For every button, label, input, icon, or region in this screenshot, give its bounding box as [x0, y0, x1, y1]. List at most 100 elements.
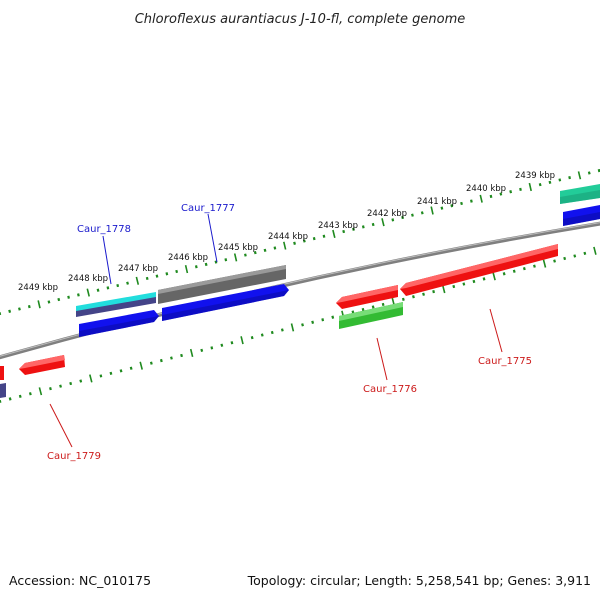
ruler-bottom-minor-tick	[573, 254, 577, 258]
ruler-top-minor-tick	[244, 253, 247, 257]
ruler-bottom-minor-tick	[149, 361, 153, 365]
ruler-top-minor-tick	[450, 204, 454, 208]
ruler-top-minor-tick	[126, 281, 129, 285]
ruler-top-minor-tick	[420, 211, 424, 215]
ruler-top-major-tick	[184, 265, 189, 274]
ruler-top-minor-tick	[106, 286, 110, 290]
ruler-bottom-minor-tick	[109, 371, 113, 375]
ruler-top-major-tick	[528, 182, 532, 192]
ruler-bottom-major-tick	[441, 285, 446, 294]
ruler-bottom-minor-tick	[502, 272, 506, 276]
ruler-top-minor-tick	[460, 201, 463, 206]
ruler-top-minor-tick	[519, 187, 522, 191]
gene-navy-1778[interactable]	[76, 297, 156, 317]
ruler-top-minor-tick	[116, 283, 120, 288]
reverse-genes	[0, 244, 558, 398]
ruler-top-minor-tick	[8, 309, 12, 313]
gene-caur-1776-highlight	[339, 302, 403, 321]
ruler-bottom-major-tick	[139, 361, 143, 370]
ruler-bottom-major-tick	[290, 323, 295, 332]
leader-caur-1776	[376, 337, 388, 381]
ruler-top-minor-tick	[77, 293, 80, 297]
forward-genes	[76, 184, 600, 337]
ruler-top-minor-tick	[401, 215, 404, 220]
ruler-top-minor-tick	[558, 178, 562, 182]
ruler-top-minor-tick	[273, 246, 277, 250]
ruler-top-minor-tick	[352, 227, 355, 231]
ruler-bottom-minor-tick	[553, 259, 556, 263]
ruler-top-major-tick	[577, 171, 582, 180]
ruler-bottom-minor-tick	[260, 333, 264, 337]
ruler-bottom-major-tick	[240, 336, 244, 345]
ruler-bottom-minor-tick	[412, 295, 415, 299]
ruler-top-minor-tick	[440, 206, 444, 210]
gene-red-small-highlight	[336, 285, 398, 303]
gene-blue-1777b-shade	[162, 290, 289, 321]
ruler-bottom-minor-tick	[250, 336, 254, 340]
ruler-bottom-minor-tick	[270, 330, 274, 335]
ruler-top-minor-tick	[47, 300, 51, 304]
ruler-top-minor-tick	[224, 258, 228, 262]
ruler-bottom-minor-tick	[200, 348, 204, 352]
ruler-top-minor-tick	[67, 295, 70, 299]
ruler-top-minor-tick	[214, 260, 218, 264]
ruler-bottom-minor-tick	[311, 320, 315, 324]
ruler-bottom-minor-tick	[119, 369, 123, 373]
ruler-bottom-minor-tick	[361, 307, 365, 312]
ruler-bottom-minor-tick	[159, 358, 163, 363]
gene-red-left-edge[interactable]	[0, 366, 4, 380]
ruler-top-major-tick	[37, 300, 41, 309]
gene-navy-left-edge[interactable]	[0, 383, 6, 398]
ruler-top-major-tick	[233, 253, 238, 262]
ruler-top-minor-tick	[194, 265, 198, 269]
gene-label-caur-1779: Caur_1779	[47, 451, 101, 462]
ruler-bottom-minor-tick	[331, 315, 335, 319]
ruler-top-major-tick	[332, 229, 336, 238]
tick-labels: 2439 kbp 2440 kbp 2441 kbp 2442 kbp 2443…	[18, 171, 555, 293]
ruler-bottom-major-tick	[189, 348, 194, 357]
ruler-top-major-tick	[86, 288, 90, 297]
ruler-top-minor-tick	[470, 199, 473, 203]
genome-backbone-highlight	[0, 222, 600, 357]
ruler-top-major-tick	[479, 194, 483, 203]
ruler-top-minor-tick	[322, 234, 326, 238]
ruler-bottom-minor-tick	[280, 328, 284, 332]
ruler-bottom-minor-tick	[401, 297, 405, 301]
ruler-top-major-tick	[283, 241, 287, 250]
tick-label-2442: 2442 kbp	[367, 209, 407, 219]
ruler-bottom	[0, 246, 597, 403]
ruler-bottom-minor-tick	[59, 384, 62, 388]
ruler-bottom-minor-tick	[230, 341, 234, 345]
ruler-bottom-major-tick	[593, 246, 597, 255]
ruler-bottom-minor-tick	[49, 387, 52, 391]
leader-lines	[49, 213, 503, 448]
tick-label-2443: 2443 kbp	[318, 221, 358, 231]
map-title: Chloroflexus aurantiacus J-10-fl, comple…	[135, 12, 466, 27]
tick-label-2449: 2449 kbp	[18, 283, 58, 293]
gene-label-caur-1775: Caur_1775	[478, 356, 532, 367]
leader-caur-1778	[102, 235, 112, 285]
ruler-top-minor-tick	[263, 248, 267, 252]
ruler-bottom-minor-tick	[432, 290, 435, 294]
ruler-bottom-minor-tick	[99, 374, 103, 378]
ruler-bottom-minor-tick	[129, 366, 133, 370]
leader-caur-1777	[207, 213, 218, 263]
ruler-top-minor-tick	[165, 272, 169, 276]
gene-label-caur-1776: Caur_1776	[363, 384, 417, 395]
ruler-top-minor-tick	[509, 190, 513, 194]
ruler-bottom-minor-tick	[321, 318, 325, 322]
ruler-top-minor-tick	[302, 239, 306, 243]
ruler-bottom-minor-tick	[170, 356, 173, 360]
ruler-top-minor-tick	[538, 183, 542, 187]
gene-blue-right-shade	[563, 212, 600, 226]
tick-label-2445: 2445 kbp	[218, 243, 258, 253]
ruler-top-minor-tick	[27, 305, 31, 309]
ruler-top-minor-tick	[96, 288, 100, 292]
ruler-top-minor-tick	[342, 229, 346, 234]
ruler-bottom-minor-tick	[583, 251, 587, 255]
tick-label-2439: 2439 kbp	[515, 171, 555, 181]
ruler-top-minor-tick	[175, 269, 179, 274]
ruler-top-minor-tick	[361, 225, 365, 229]
tick-label-2447: 2447 kbp	[118, 264, 158, 274]
